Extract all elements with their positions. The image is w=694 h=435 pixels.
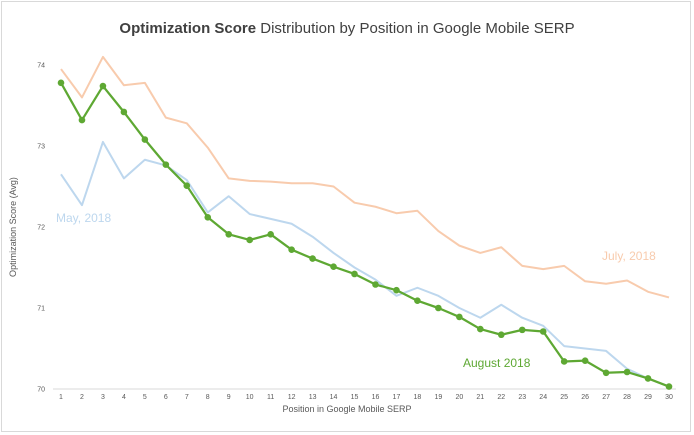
x-tick-label: 29 <box>644 394 652 401</box>
x-axis-label: Position in Google Mobile SERP <box>282 404 412 414</box>
x-tick-label: 24 <box>539 394 547 401</box>
y-tick-label: 72 <box>37 225 45 232</box>
x-tick-label: 30 <box>665 394 673 401</box>
data-point <box>183 182 191 189</box>
x-tick-label: 3 <box>101 394 105 401</box>
data-point <box>267 230 274 238</box>
x-tick-label: 11 <box>267 394 274 401</box>
x-tick-label: 26 <box>581 394 589 401</box>
data-point <box>330 263 337 270</box>
data-point <box>477 325 484 333</box>
x-tick-label: 12 <box>288 394 296 401</box>
x-tick-label: 15 <box>351 394 359 401</box>
x-tick-label: 22 <box>497 394 505 401</box>
x-tick-label: 18 <box>414 394 422 401</box>
data-point <box>78 116 86 124</box>
data-point <box>309 255 316 262</box>
data-point <box>120 108 128 116</box>
data-point <box>539 328 547 335</box>
y-tick-label: 74 <box>37 63 45 70</box>
data-point <box>372 281 379 288</box>
y-tick-label: 70 <box>37 387 45 394</box>
data-point <box>665 383 673 390</box>
series-label: August 2018 <box>463 356 531 370</box>
x-tick-label: 17 <box>393 394 401 401</box>
data-point <box>393 286 400 294</box>
x-tick-label: 25 <box>560 394 568 401</box>
data-point <box>225 230 233 238</box>
x-tick-label: 8 <box>206 394 210 401</box>
x-tick-label: 7 <box>185 394 189 401</box>
chart-title-rest: Distribution by Position in Google Mobil… <box>256 20 575 37</box>
x-tick-label: 28 <box>623 394 631 401</box>
data-point <box>162 161 170 168</box>
series-label: May, 2018 <box>56 211 111 225</box>
x-tick-label: 5 <box>143 394 147 401</box>
data-point <box>204 213 212 221</box>
series-label: July, 2018 <box>602 249 656 263</box>
x-tick-label: 23 <box>518 394 526 401</box>
x-tick-label: 27 <box>602 394 610 401</box>
x-tick-label: 14 <box>330 394 338 401</box>
data-point <box>246 236 253 244</box>
x-tick-label: 16 <box>372 394 380 401</box>
data-point <box>581 357 589 364</box>
chart-title-bold: Optimization Score <box>119 20 257 37</box>
y-tick-label: 71 <box>37 306 45 313</box>
data-point <box>518 326 526 334</box>
data-point <box>351 270 358 278</box>
data-point <box>497 331 505 339</box>
data-point <box>288 246 295 253</box>
data-point <box>414 297 421 305</box>
x-tick-label: 6 <box>164 394 168 401</box>
data-point <box>560 358 568 365</box>
x-tick-label: 20 <box>455 394 463 401</box>
data-point <box>57 79 65 87</box>
data-point <box>141 136 149 143</box>
x-tick-label: 21 <box>476 394 484 401</box>
data-point <box>456 313 463 321</box>
series-line <box>60 82 670 388</box>
x-tick-label: 13 <box>309 394 317 401</box>
x-tick-label: 4 <box>122 394 126 401</box>
x-tick-label: 19 <box>434 394 442 401</box>
x-tick-label: 9 <box>227 394 231 401</box>
y-tick-label: 73 <box>37 144 45 151</box>
series-line <box>60 140 670 388</box>
data-point <box>644 375 652 382</box>
series-line <box>60 55 670 299</box>
data-point <box>623 368 631 376</box>
x-tick-label: 2 <box>80 394 84 401</box>
data-point <box>602 369 610 377</box>
x-tick-label: 1 <box>59 394 63 401</box>
x-tick-label: 10 <box>246 394 254 401</box>
chart-title: Optimization Score Distribution by Posit… <box>0 20 694 37</box>
data-point <box>435 304 442 312</box>
data-point <box>99 82 107 90</box>
